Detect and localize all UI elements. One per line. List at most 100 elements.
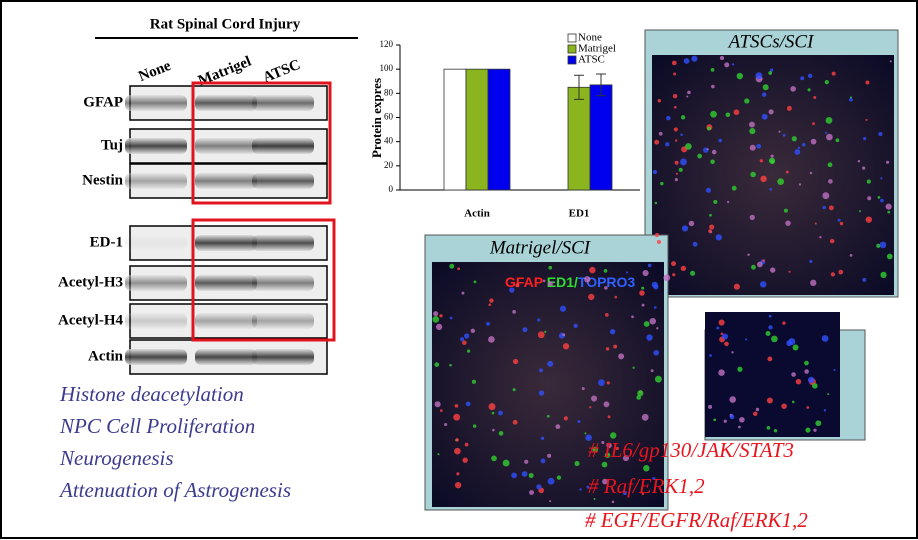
cell <box>641 303 645 307</box>
cell <box>536 484 542 490</box>
cell <box>880 198 884 203</box>
cell <box>671 60 677 66</box>
cell <box>606 381 610 385</box>
cell <box>768 71 773 75</box>
cell <box>731 63 735 66</box>
cell <box>805 427 811 433</box>
cell <box>688 220 695 227</box>
cell <box>755 72 763 80</box>
cell <box>546 414 550 418</box>
cell <box>770 154 774 158</box>
cell <box>573 323 578 328</box>
bar <box>487 68 511 191</box>
cell <box>711 149 717 155</box>
cell <box>756 261 763 268</box>
cell <box>649 317 657 325</box>
cell <box>454 481 462 489</box>
cell <box>598 379 605 386</box>
cell <box>491 411 495 415</box>
cell <box>794 149 801 155</box>
cell <box>654 232 660 238</box>
cell <box>863 136 867 141</box>
band <box>252 138 314 154</box>
cell <box>548 265 553 270</box>
cell <box>749 144 756 151</box>
cell <box>654 139 660 145</box>
cell <box>652 169 658 175</box>
annotations: Histone deacetylation NPC Cell Proliferat… <box>58 382 808 532</box>
cell <box>631 315 634 319</box>
cell <box>577 420 581 424</box>
cell <box>641 492 645 496</box>
cell <box>731 351 734 354</box>
cell <box>768 109 774 115</box>
row-label: GFAP <box>83 94 123 110</box>
cell <box>461 291 465 295</box>
cell <box>486 321 490 326</box>
cell <box>613 344 618 349</box>
cell <box>752 411 758 417</box>
cell <box>729 414 735 420</box>
cell <box>807 73 813 79</box>
cell <box>524 459 529 464</box>
cell <box>733 283 740 290</box>
cell <box>456 472 460 476</box>
legend-swatch <box>567 55 577 65</box>
row-label: Tuj <box>101 137 123 153</box>
band <box>125 95 187 111</box>
cell <box>788 338 796 346</box>
cell <box>491 455 497 462</box>
cell <box>733 109 740 116</box>
bar-chart: 0 20 40 60 80 100 120 Protein expres Actin ED1 Non… <box>369 32 640 220</box>
row-label: ED-1 <box>90 234 123 250</box>
cell <box>812 383 818 389</box>
row-label: Nestin <box>82 172 123 188</box>
legend-swatch <box>567 33 577 43</box>
cell <box>769 159 775 165</box>
cell <box>502 459 510 467</box>
panel-title: Matrigel/SCI <box>489 237 592 258</box>
cell <box>866 179 871 184</box>
cell <box>722 333 729 340</box>
cell <box>815 420 822 427</box>
cell <box>877 196 881 199</box>
cells <box>432 55 893 504</box>
cell <box>762 84 769 91</box>
cell <box>749 121 755 128</box>
cell <box>528 473 534 479</box>
cell <box>584 276 591 283</box>
cell <box>432 315 440 323</box>
cell <box>593 497 596 500</box>
cell <box>809 259 813 264</box>
cell <box>879 241 887 249</box>
cell <box>791 136 797 142</box>
cell <box>713 199 718 205</box>
cell <box>766 397 773 404</box>
legend-swatch <box>567 44 577 54</box>
cell <box>489 298 494 303</box>
finding: Neurogenesis <box>59 446 174 470</box>
y-tick-label: 20 <box>384 160 394 170</box>
band <box>252 313 314 329</box>
y-tick-label: 60 <box>384 112 394 122</box>
cell <box>710 110 717 118</box>
cell <box>622 490 627 495</box>
y-tick-label: 0 <box>389 184 394 194</box>
cell <box>812 122 815 126</box>
cell <box>512 388 516 392</box>
cell <box>604 313 609 317</box>
cell <box>471 379 476 384</box>
band <box>195 173 257 189</box>
cell <box>454 447 461 455</box>
cell <box>602 478 608 485</box>
cell <box>725 112 731 118</box>
cell <box>718 319 725 326</box>
highlight-box <box>191 218 336 342</box>
cell <box>529 490 534 495</box>
cell <box>761 92 767 97</box>
cell <box>715 234 722 241</box>
cell <box>828 205 834 211</box>
cell <box>589 406 592 409</box>
cell <box>810 279 817 287</box>
